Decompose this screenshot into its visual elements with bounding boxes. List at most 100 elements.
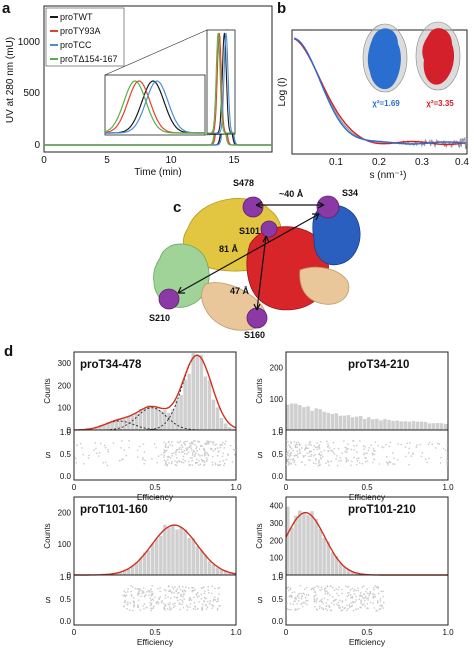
scatter-point	[369, 592, 371, 595]
scatter-point	[188, 461, 190, 463]
scatter-point	[172, 588, 175, 590]
efficiency-axis-label: Efficiency	[349, 637, 386, 647]
scatter-point	[102, 462, 104, 464]
scatter-point	[294, 608, 297, 610]
scatter-point	[154, 596, 156, 599]
scatter-point	[437, 442, 439, 445]
scatter-point	[327, 460, 329, 462]
scatter-point	[218, 450, 220, 452]
scatter-point	[327, 593, 329, 595]
scatter-point	[130, 590, 132, 593]
fret-subplot-proT34-210: proT34-210 0 100 200 Counts 0.0 0.5 1.0 S 0 0.5 1.0…	[255, 351, 454, 502]
scatter-point	[196, 596, 199, 598]
scatter-point	[178, 602, 180, 604]
scatter-point	[215, 443, 217, 445]
scatter-point	[445, 449, 447, 451]
scatter-point	[194, 444, 196, 446]
scatter-point	[173, 596, 176, 598]
scatter-point	[176, 462, 178, 464]
scatter-point	[205, 442, 207, 444]
scatter-point	[368, 593, 370, 595]
histogram-bar	[134, 562, 139, 575]
histogram-bar	[183, 529, 187, 575]
scatter-point	[218, 605, 220, 607]
s-axis-label: S	[257, 596, 262, 605]
scatter-point	[133, 601, 135, 604]
histogram-bar	[367, 417, 371, 430]
scatter-point	[353, 456, 355, 459]
scatter-point	[189, 445, 191, 448]
scatter-point	[294, 463, 297, 466]
s-tick-label: 0.5	[272, 450, 284, 459]
scatter-point	[211, 592, 213, 595]
scatter-point	[363, 597, 365, 600]
scatter-point	[221, 455, 224, 457]
scatter-point	[372, 595, 375, 598]
scatter-point	[321, 455, 324, 458]
panel-a-frame	[43, 5, 273, 153]
scatter-point	[435, 447, 437, 449]
scatter-point	[155, 601, 157, 603]
scatter-point	[319, 457, 322, 459]
histogram-bar	[195, 354, 199, 430]
scatter-point	[298, 444, 301, 447]
histogram-bar	[379, 420, 383, 430]
scatter-point	[312, 462, 315, 464]
scatter-point	[290, 454, 292, 456]
scatter-point	[127, 603, 129, 605]
scatter-point	[352, 601, 354, 603]
scatter-point	[320, 458, 322, 460]
scatter-point	[318, 459, 320, 462]
fret-subplot-proT34-478: proT34-478 0 100 200 300 Counts 0.0 0.5 1.0 S 0 0.5…	[43, 351, 242, 502]
scatter-point	[326, 440, 328, 443]
histogram-bar	[286, 404, 290, 430]
scatter-point	[167, 603, 169, 605]
scatter-point	[196, 450, 198, 452]
scatter-point	[144, 595, 146, 597]
scatter-point	[182, 455, 185, 458]
scatter-point	[201, 445, 203, 447]
histogram-bar	[411, 421, 416, 430]
scatter-point	[178, 460, 180, 462]
scatter-point	[289, 459, 292, 461]
scatter-point	[351, 604, 353, 607]
scatter-point	[98, 452, 101, 454]
scatter-point	[214, 599, 216, 601]
scatter-point	[310, 450, 312, 453]
scatter-point	[191, 589, 194, 592]
scatter-point	[167, 596, 169, 598]
scatter-point	[169, 602, 171, 604]
scatter-point	[289, 445, 291, 448]
histogram-bar	[171, 524, 175, 575]
scatter-point	[165, 462, 167, 464]
scatter-point	[347, 585, 350, 588]
scatter-point	[379, 604, 381, 607]
scatter-point	[171, 444, 174, 447]
chi-square-red: χ²=3.35	[426, 99, 454, 108]
site-sphere-s34	[316, 195, 340, 219]
scatter-point	[181, 599, 184, 601]
scatter-point	[293, 591, 296, 593]
scatter-point	[321, 607, 323, 609]
scatter-point	[227, 454, 229, 456]
scatter-point	[143, 463, 145, 465]
histogram-bar	[371, 419, 375, 430]
scatter-point	[337, 464, 339, 467]
subplot-title: proT101-210	[348, 504, 416, 516]
scatter-point	[157, 602, 160, 604]
scatter-point	[190, 447, 192, 449]
scatter-point	[169, 606, 171, 608]
scatter-point	[199, 463, 202, 466]
scatter-point	[374, 441, 377, 443]
scatter-point	[149, 597, 151, 599]
histogram-bar	[318, 409, 322, 430]
scatter-point	[344, 607, 346, 609]
scatter-point	[75, 462, 77, 464]
scatter-point	[201, 607, 204, 609]
scatter-point	[184, 441, 186, 443]
scatter-point	[211, 464, 214, 466]
scatter-point	[330, 460, 332, 463]
scatter-point	[151, 591, 153, 593]
scatter-point	[181, 461, 183, 463]
